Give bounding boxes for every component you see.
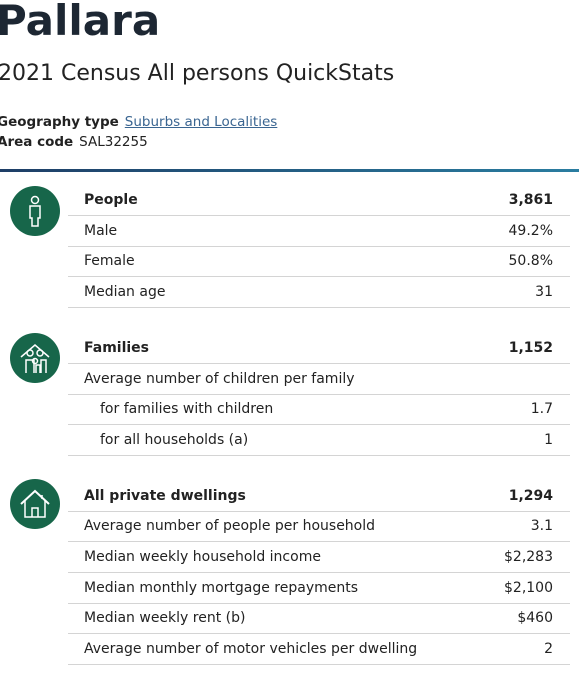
subtitle: 2021 Census All persons QuickStats	[0, 61, 395, 86]
table-row: Median monthly mortgage repayments $2,100	[68, 573, 570, 604]
row-label: Median weekly rent (b)	[84, 610, 246, 627]
row-label: All private dwellings	[84, 487, 246, 504]
row-value: 50.8%	[508, 253, 553, 270]
area-code: Area code SAL32255	[0, 134, 148, 150]
row-label: Average number of people per household	[84, 518, 376, 535]
table-row: Median weekly household income $2,283	[68, 542, 570, 573]
row-value: $2,283	[504, 549, 553, 565]
row-label: Families	[84, 339, 150, 356]
row-label: for families with children	[100, 401, 274, 418]
row-value: 3,861	[508, 192, 553, 208]
table-row: Female 50.8%	[68, 246, 570, 278]
row-value: 1,294	[508, 487, 553, 504]
label: Area code	[0, 134, 74, 150]
table-row: Average number of children per family	[68, 364, 570, 395]
row-value: 49.2%	[508, 222, 553, 239]
families-icon	[10, 333, 60, 383]
table-row: for families with children 1.7	[68, 394, 570, 426]
table-row: for all households (a) 1	[68, 425, 570, 456]
label: Geography type	[0, 114, 119, 130]
row-value: $460	[517, 610, 553, 627]
table-row: Median weekly rent (b) $460	[68, 603, 570, 635]
table-row: All private dwellings 1,294	[68, 481, 570, 512]
value: SAL32255	[79, 134, 148, 150]
row-value: 31	[535, 284, 553, 301]
row-value: 1	[544, 431, 553, 448]
row-value: $2,100	[504, 579, 553, 596]
table-row: Average number of motor vehicles per dwe…	[68, 634, 570, 666]
row-label: Male	[84, 222, 118, 239]
row-label: Average number of children per family	[84, 370, 355, 387]
row-label: Average number of motor vehicles per dwe…	[84, 641, 418, 658]
row-value: 1,152	[508, 339, 553, 356]
divider	[0, 169, 579, 172]
dwellings-icon	[10, 479, 60, 529]
row-label: for all households (a)	[100, 431, 249, 448]
row-value: 3.1	[530, 518, 553, 535]
table-row: Average number of people per household 3.…	[68, 511, 570, 543]
table-row: Male 49.2%	[68, 216, 570, 247]
row-value: 2	[544, 641, 553, 658]
people-icon	[10, 186, 60, 236]
table-row: Families 1,152	[68, 333, 570, 364]
row-label: Female	[84, 253, 135, 270]
geography: Geography type Suburbs and Localities	[0, 114, 277, 130]
row-label: Median age	[84, 284, 166, 301]
row-label: Median monthly mortgage repayments	[84, 579, 359, 596]
row-label: People	[84, 192, 138, 208]
row-label: Median weekly household income	[84, 549, 321, 565]
table-row: Median age 31	[68, 277, 570, 309]
link[interactable]: Suburbs and Localities	[124, 114, 278, 130]
table-row: People 3,861	[68, 185, 570, 216]
title: Pallara	[0, 0, 161, 45]
row-value: 1.7	[530, 401, 553, 418]
